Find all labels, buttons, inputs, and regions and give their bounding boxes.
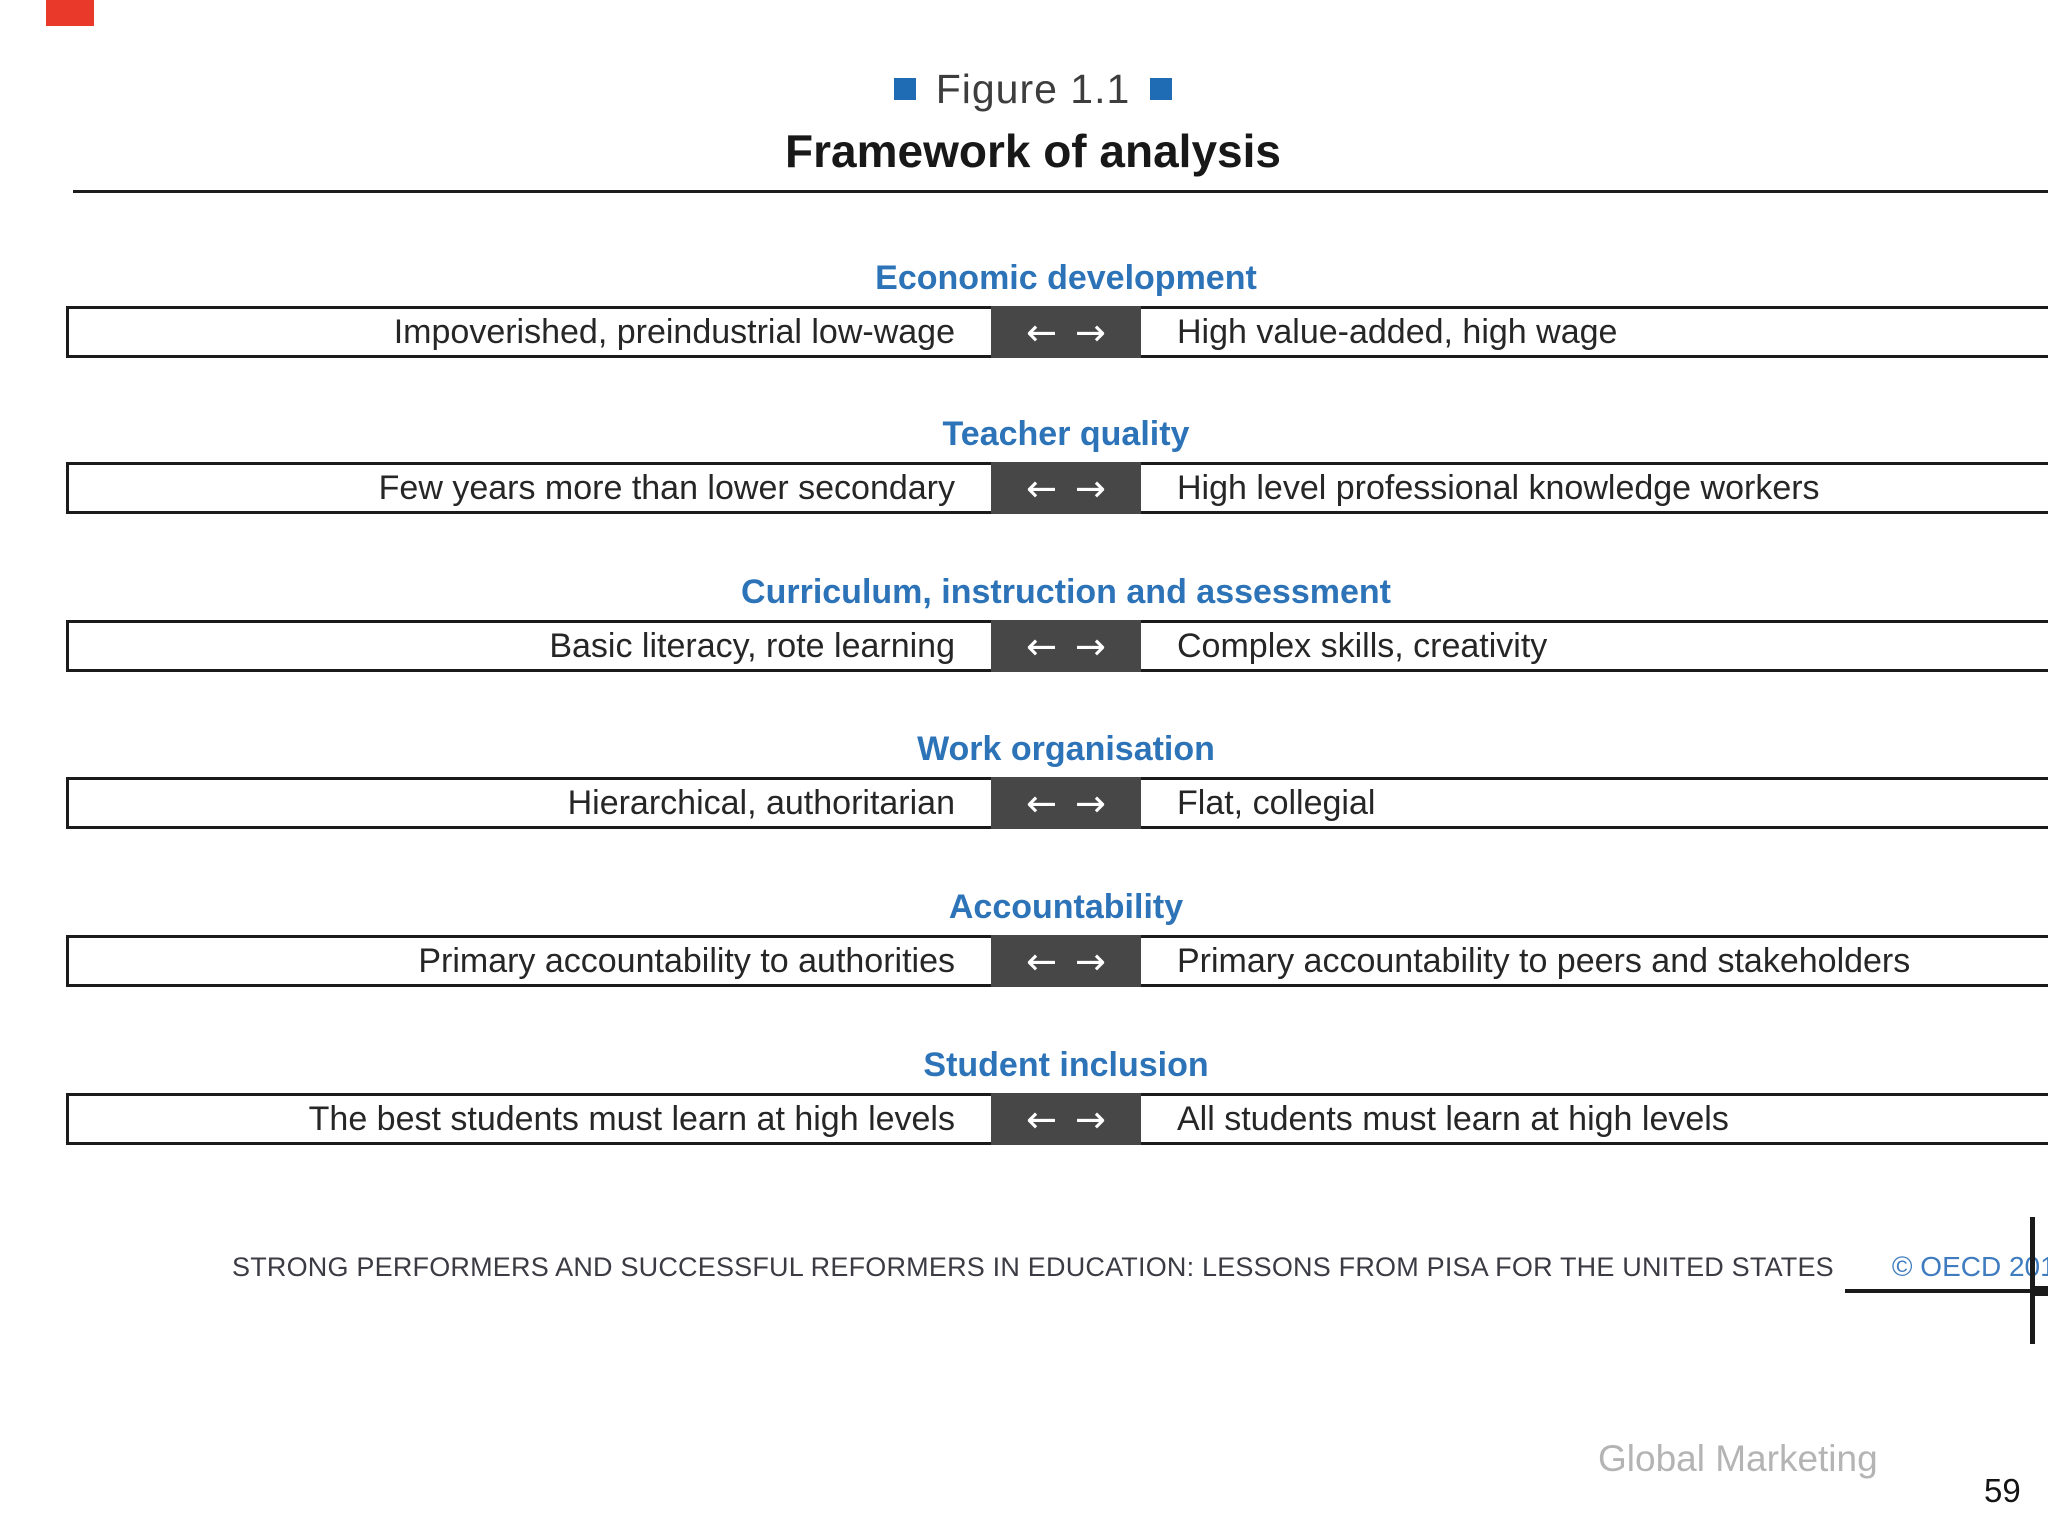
arrow-right-icon: →: [1075, 624, 1107, 668]
arrow-box: ← →: [991, 620, 1141, 672]
oecd-copyright: © OECD 2010: [1891, 1251, 2048, 1282]
spectrum-right-label: Complex skills, creativity: [1177, 626, 1548, 665]
spectrum-left-label: Few years more than lower secondary: [378, 468, 955, 507]
spectrum-left-label: Impoverished, preindustrial low-wage: [393, 312, 955, 351]
spectrum-left-label: Primary accountability to authorities: [418, 941, 955, 980]
arrow-left-icon: ←: [1025, 781, 1057, 825]
spectrum-left-label: Hierarchical, authoritarian: [567, 783, 955, 822]
red-marker: [46, 0, 94, 26]
spectrum-row: Primary accountability to authorities ← …: [66, 935, 2048, 987]
page-number: 59: [1984, 1472, 2021, 1509]
spectrum-right-label: High value-added, high wage: [1177, 312, 1618, 351]
spectrum-row: Basic literacy, rote learning ← → Comple…: [66, 620, 2048, 672]
arrow-right-icon: →: [1075, 310, 1107, 354]
section-heading: Teacher quality: [942, 415, 1190, 453]
section-work-organisation: Work organisation Hierarchical, authorit…: [66, 730, 2048, 829]
spectrum-right-label: Primary accountability to peers and stak…: [1177, 941, 1911, 980]
section-heading: Student inclusion: [923, 1046, 1209, 1084]
arrow-left-icon: ←: [1025, 624, 1057, 668]
spectrum-row: Hierarchical, authoritarian ← → Flat, co…: [66, 777, 2048, 829]
spectrum-left-label: Basic literacy, rote learning: [549, 626, 955, 665]
footer-underline: [1845, 1289, 2032, 1293]
section-student-inclusion: Student inclusion The best students must…: [66, 1046, 2048, 1145]
arrow-box: ← →: [991, 306, 1141, 358]
spectrum-right-label: High level professional knowledge worker…: [1177, 468, 1820, 507]
section-teacher-quality: Teacher quality Few years more than lowe…: [66, 415, 2048, 514]
book-title: STRONG PERFORMERS AND SUCCESSFUL REFORME…: [232, 1252, 1834, 1282]
spectrum-left-label: The best students must learn at high lev…: [308, 1099, 955, 1138]
figure-title: Framework of analysis: [785, 125, 1281, 177]
arrow-box: ← →: [991, 935, 1141, 987]
section-curriculum: Curriculum, instruction and assessment B…: [66, 573, 2048, 672]
arrow-left-icon: ←: [1025, 310, 1057, 354]
spectrum-right-label: Flat, collegial: [1177, 783, 1376, 822]
arrow-left-icon: ←: [1025, 1097, 1057, 1141]
arrow-right-icon: →: [1075, 781, 1107, 825]
section-heading: Economic development: [875, 259, 1257, 297]
arrow-right-icon: →: [1075, 1097, 1107, 1141]
section-economic-development: Economic development Impoverished, prein…: [66, 259, 2048, 358]
section-heading: Work organisation: [917, 730, 1215, 768]
spectrum-right-label: All students must learn at high levels: [1177, 1099, 1729, 1138]
section-accountability: Accountability Primary accountability to…: [66, 888, 2048, 987]
footer-vertical-line: [2030, 1217, 2035, 1344]
footer-underline-thick: [2032, 1286, 2048, 1296]
arrow-box: ← →: [991, 1093, 1141, 1145]
book-footer: STRONG PERFORMERS AND SUCCESSFUL REFORME…: [232, 1251, 2048, 1283]
arrow-right-icon: →: [1075, 466, 1107, 510]
spectrum-row: The best students must learn at high lev…: [66, 1093, 2048, 1145]
arrow-box: ← →: [991, 777, 1141, 829]
section-heading: Accountability: [948, 888, 1184, 926]
arrow-left-icon: ←: [1025, 939, 1057, 983]
spectrum-row: Impoverished, preindustrial low-wage ← →…: [66, 306, 2048, 358]
spectrum-row: Few years more than lower secondary ← → …: [66, 462, 2048, 514]
blue-square-icon: [1150, 78, 1173, 101]
title-rule: [73, 190, 2048, 193]
arrow-box: ← →: [991, 462, 1141, 514]
figure-label-line: Figure 1.1: [33, 66, 2033, 113]
course-label: Global Marketing: [1598, 1438, 1878, 1479]
blue-square-icon: [893, 78, 916, 101]
arrow-right-icon: →: [1075, 939, 1107, 983]
section-heading: Curriculum, instruction and assessment: [741, 573, 1391, 611]
arrow-left-icon: ←: [1025, 466, 1057, 510]
figure-label: Figure 1.1: [935, 66, 1131, 112]
